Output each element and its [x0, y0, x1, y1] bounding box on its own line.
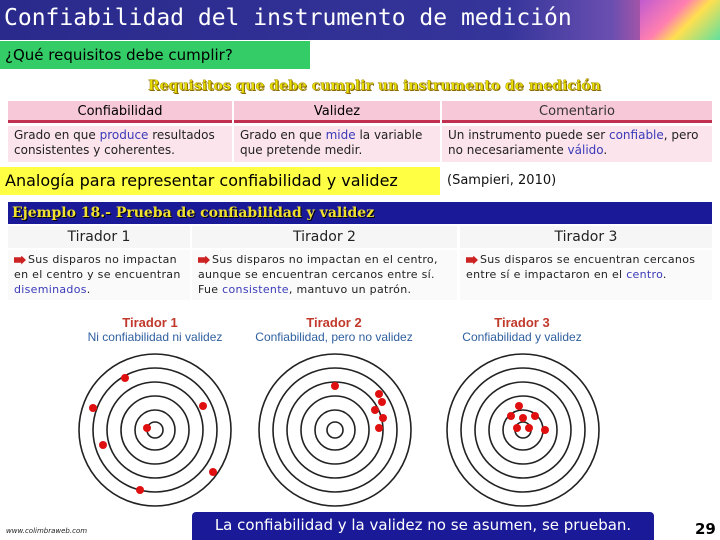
cell-comentario: Un instrumento puede ser confiable, pero… — [442, 126, 712, 162]
shooter-1-header: Tirador 1 — [8, 226, 190, 248]
target-ring — [314, 409, 356, 451]
title-decoration — [640, 0, 720, 40]
shot-mark — [513, 424, 521, 432]
arrow-bullet-icon — [466, 255, 478, 265]
target-ring — [134, 409, 176, 451]
target-ring — [300, 395, 370, 465]
header-confiabilidad: Confiabilidad — [8, 101, 232, 123]
shot-mark — [121, 374, 129, 382]
shot-mark — [143, 424, 151, 432]
shooter-2-header: Tirador 2 — [192, 226, 457, 248]
target-2-subtitle: Confiabilidad, pero no validez — [255, 330, 413, 344]
requirements-title: Requisitos que debe cumplir un instrumen… — [148, 78, 601, 94]
shot-mark — [541, 426, 549, 434]
shooter-1-description: Sus disparos no impactan en el centro y … — [8, 250, 190, 300]
target-2 — [258, 353, 412, 507]
target-ring — [446, 353, 600, 507]
target-ring — [272, 367, 398, 493]
target-ring — [120, 395, 190, 465]
arrow-bullet-icon — [198, 255, 210, 265]
shot-mark — [507, 412, 515, 420]
target-ring — [326, 421, 344, 439]
shooter-3-description: Sus disparos se encuentran cercanos entr… — [460, 250, 712, 300]
target-ring — [78, 353, 232, 507]
shot-mark — [379, 414, 387, 422]
shot-mark — [209, 468, 217, 476]
shot-mark — [515, 402, 523, 410]
target-1-subtitle: Ni confiabilidad ni validez — [87, 330, 223, 344]
target-3-title: Tirador 3 — [494, 315, 550, 330]
target-2-title: Tirador 2 — [306, 315, 362, 330]
target-1 — [78, 353, 232, 507]
shooter-3-header: Tirador 3 — [460, 226, 712, 248]
target-ring — [92, 367, 218, 493]
target-3 — [446, 353, 600, 507]
footer-url: www.colimbraweb.com — [6, 527, 88, 535]
shot-mark — [519, 414, 527, 422]
target-ring — [460, 367, 586, 493]
shot-mark — [136, 486, 144, 494]
page-number: 29 — [695, 520, 716, 538]
shot-mark — [375, 424, 383, 432]
header-validez: Validez — [234, 101, 440, 123]
shot-mark — [371, 406, 379, 414]
header-comentario: Comentario — [442, 101, 712, 123]
shot-mark — [531, 412, 539, 420]
shot-mark — [331, 382, 339, 390]
analogy-banner: Analogía para representar confiabilidad … — [0, 167, 440, 195]
shot-mark — [99, 441, 107, 449]
target-ring — [474, 381, 572, 479]
shot-mark — [525, 424, 533, 432]
footer-message: La confiabilidad y la validez no se asum… — [192, 512, 654, 540]
cell-confiabilidad: Grado en que produce resultados consiste… — [8, 126, 232, 162]
shot-mark — [378, 398, 386, 406]
example-title: Ejemplo 18.- Prueba de confiabilidad y v… — [8, 202, 712, 224]
target-1-title: Tirador 1 — [122, 315, 178, 330]
target-ring — [258, 353, 412, 507]
slide-subtitle: ¿Qué requisitos debe cumplir? — [0, 41, 310, 69]
target-ring — [488, 395, 558, 465]
shot-mark — [375, 390, 383, 398]
target-ring — [106, 381, 204, 479]
target-3-subtitle: Confiabilidad y validez — [462, 330, 582, 344]
citation: (Sampieri, 2010) — [447, 173, 557, 188]
arrow-bullet-icon — [14, 255, 26, 265]
shooter-2-description: Sus disparos no impactan en el centro, a… — [192, 250, 457, 300]
slide-title: Confiabilidad del instrumento de medició… — [4, 5, 572, 31]
cell-validez: Grado en que mide la variable que preten… — [234, 126, 440, 162]
slide-title-bar: Confiabilidad del instrumento de medició… — [0, 0, 720, 40]
shot-mark — [89, 404, 97, 412]
shot-mark — [199, 402, 207, 410]
